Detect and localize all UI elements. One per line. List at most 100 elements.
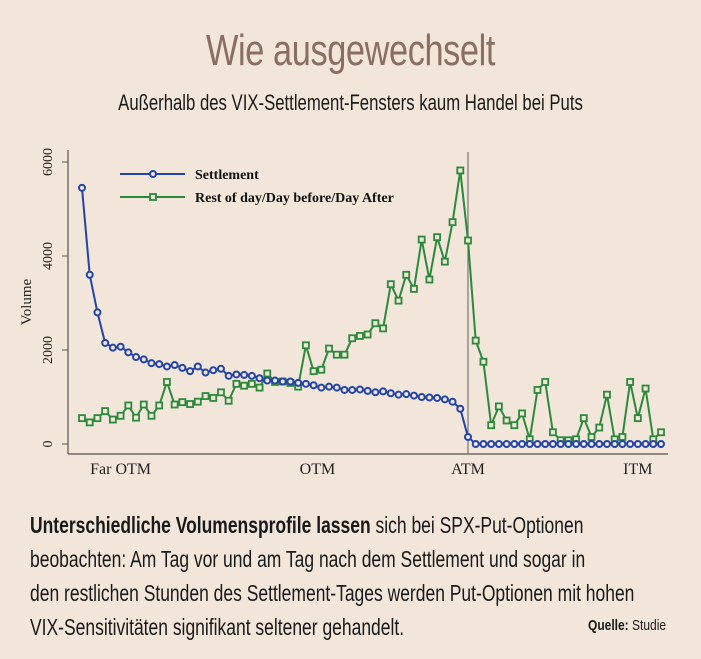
rest-of-day-point [332, 350, 341, 359]
settlement-point [162, 362, 171, 371]
settlement-point [294, 378, 303, 387]
settlement-point [301, 379, 310, 388]
legend-label: Settlement [195, 168, 259, 183]
rest-of-day-point [363, 330, 372, 339]
settlement-point [201, 368, 210, 377]
settlement-point [448, 397, 457, 406]
rest-of-day-point [603, 390, 611, 399]
rest-of-day-point [325, 344, 333, 353]
settlement-point [193, 362, 202, 371]
settlement-point [471, 440, 480, 448]
legend-marker [149, 193, 157, 201]
settlement-point [456, 404, 465, 413]
settlement-point [139, 355, 148, 364]
settlement-point [548, 440, 557, 448]
line-chart: 0 2000 4000 6000 Volume Far OTM OTM ATM ITM Sett… [19, 148, 668, 478]
settlement-point [417, 393, 426, 401]
settlement-point [348, 385, 357, 394]
rest-of-day-point [209, 394, 218, 402]
settlement-point [610, 440, 619, 448]
rest-of-day-point [464, 236, 472, 245]
legend-label: Rest of day/Day before/Day After [195, 191, 394, 206]
y-tick-label: 4000 [41, 242, 56, 270]
settlement-point [78, 183, 86, 192]
settlement-point [101, 338, 110, 347]
settlement-point [247, 371, 256, 380]
settlement-point [147, 359, 156, 368]
rest-of-day-point [116, 411, 125, 420]
x-tick-label: Far OTM [90, 461, 151, 478]
rest-of-day-point [240, 381, 249, 390]
rest-of-day-point [402, 270, 411, 279]
rest-of-day-point [163, 378, 171, 386]
settlement-point [464, 432, 472, 441]
settlement-point [186, 367, 195, 376]
settlement-point [224, 371, 233, 380]
rest-of-day-point [255, 383, 264, 392]
settlement-point [494, 440, 503, 448]
rest-of-day-point [309, 367, 318, 376]
settlement-point [240, 370, 249, 379]
settlement-point [155, 360, 164, 369]
rest-of-day-point [232, 379, 241, 388]
rest-of-day-point [394, 296, 403, 305]
rest-of-day-point [247, 379, 256, 388]
settlement-point [386, 389, 395, 398]
rest-of-day-point [170, 400, 179, 409]
rest-of-day-point [448, 218, 457, 227]
settlement-point [487, 440, 496, 448]
settlement-point [479, 440, 488, 448]
chart-subtitle: Außerhalb des VIX-Settlement-Fensters ka… [118, 90, 583, 115]
rest-of-day-point [263, 369, 272, 378]
settlement-point [232, 370, 241, 379]
rest-of-day-point [626, 378, 635, 386]
x-tick-label: ATM [451, 461, 485, 478]
rest-of-day-point [494, 402, 503, 411]
settlement-point [657, 440, 665, 448]
rest-of-day-point [410, 284, 418, 293]
settlement-point [602, 440, 611, 448]
caption-line-1: Unterschiedliche Volumensprofile lassen … [30, 512, 653, 539]
series-line [81, 170, 662, 442]
settlement-point [564, 440, 573, 448]
settlement-point [108, 343, 117, 352]
settlement-point [433, 393, 442, 402]
series-square-group [78, 166, 665, 445]
rest-of-day-point [78, 414, 86, 423]
rest-of-day-point [549, 428, 557, 437]
rest-of-day-point [641, 384, 650, 393]
y-tick-label: 2000 [41, 336, 56, 364]
rest-of-day-point [487, 421, 496, 430]
settlement-point [541, 440, 550, 448]
settlement-point [533, 440, 542, 448]
rest-of-day-point [101, 407, 110, 416]
settlement-point [363, 386, 372, 395]
settlement-point [209, 366, 218, 375]
rest-of-day-point [595, 423, 604, 432]
rest-of-day-point [587, 433, 596, 441]
rest-of-day-point [371, 319, 380, 328]
rest-of-day-point [417, 235, 426, 244]
rest-of-day-point [85, 418, 94, 427]
settlement-point [124, 348, 133, 357]
rest-of-day-point [433, 233, 442, 242]
rest-of-day-point [456, 166, 465, 175]
y-tick-label: 6000 [41, 148, 56, 176]
settlement-point [255, 374, 264, 383]
rest-of-day-point [440, 257, 449, 266]
rest-of-day-point [201, 392, 210, 400]
settlement-point [355, 385, 364, 394]
rest-of-day-point [124, 401, 133, 410]
settlement-point [572, 440, 581, 448]
rest-of-day-point [518, 409, 526, 418]
settlement-point [263, 376, 272, 385]
rest-of-day-point [139, 400, 148, 409]
rest-of-day-point [579, 414, 588, 423]
settlement-point [216, 364, 225, 373]
settlement-point [626, 440, 635, 448]
source-value: Studie [632, 617, 667, 634]
rest-of-day-point [633, 414, 642, 423]
rest-of-day-point [301, 341, 310, 350]
settlement-point [402, 390, 411, 399]
settlement-point [178, 363, 187, 372]
